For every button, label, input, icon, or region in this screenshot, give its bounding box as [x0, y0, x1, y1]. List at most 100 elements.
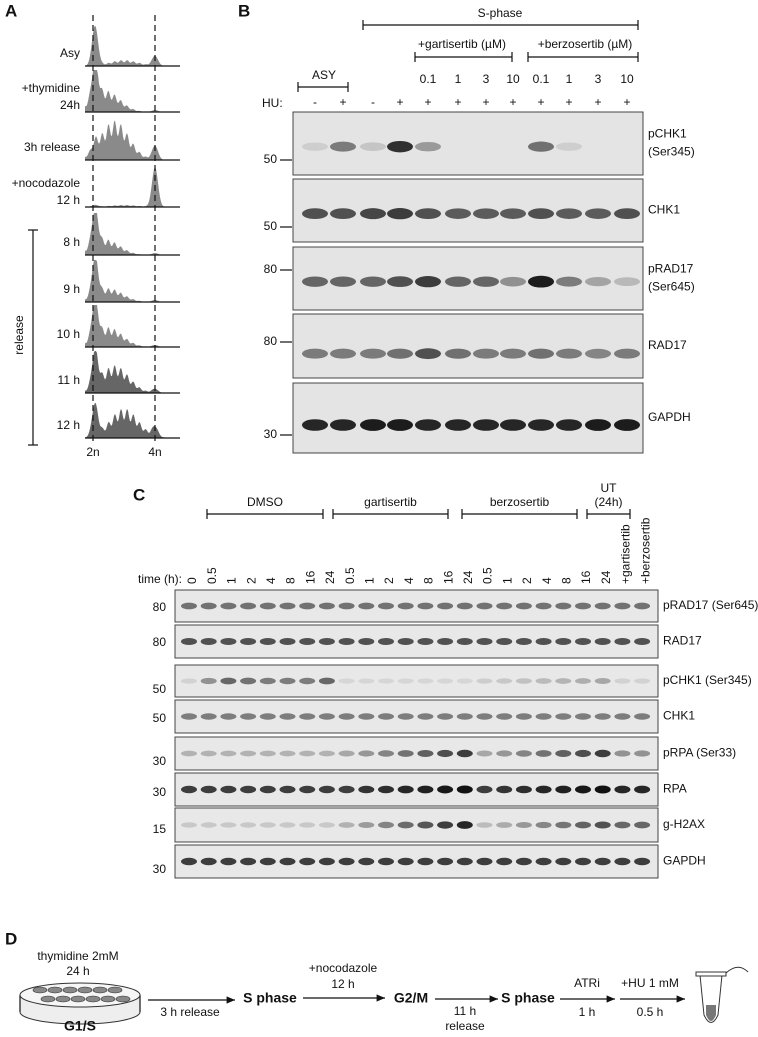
band — [456, 602, 473, 610]
band — [614, 637, 631, 646]
lane-label: 4 — [402, 577, 416, 584]
band — [445, 348, 471, 359]
hu-sign: + — [565, 95, 572, 109]
band — [535, 750, 552, 757]
band — [259, 602, 276, 610]
protein-label: (Ser645) — [648, 280, 695, 294]
band — [496, 785, 513, 794]
band — [417, 857, 434, 866]
dose-label: 1 — [566, 72, 573, 86]
mw-label: 50 — [264, 152, 278, 166]
dose-label: 10 — [506, 72, 520, 86]
band — [200, 602, 217, 610]
mw-label: 80 — [153, 635, 167, 649]
mw-label: 50 — [153, 711, 167, 725]
stage-label: G1/S — [64, 1018, 96, 1034]
band — [318, 677, 335, 685]
panel-label: C — [133, 485, 145, 504]
band — [200, 857, 217, 866]
band — [259, 750, 276, 757]
lane-label: 16 — [303, 570, 317, 584]
histogram — [85, 351, 180, 393]
step-label: release — [445, 1019, 485, 1033]
band — [220, 677, 237, 685]
step-label: 12 h — [331, 977, 354, 991]
band — [476, 678, 493, 684]
lane-label: 4 — [264, 577, 278, 584]
band — [575, 857, 591, 866]
band — [415, 276, 441, 288]
band — [476, 602, 493, 610]
band — [634, 678, 651, 684]
band — [397, 821, 414, 829]
band — [594, 637, 611, 646]
band — [555, 785, 572, 794]
band — [220, 822, 237, 828]
band — [330, 419, 356, 431]
band — [378, 785, 394, 794]
band — [299, 602, 316, 610]
lane-label: 0.5 — [343, 567, 357, 584]
band — [528, 141, 554, 152]
band — [515, 821, 532, 829]
row-label: 12 h — [57, 193, 80, 207]
band — [614, 750, 631, 757]
lane-label: 8 — [284, 577, 298, 584]
band — [515, 785, 532, 794]
band — [575, 821, 591, 829]
band — [528, 348, 554, 359]
band — [500, 276, 526, 287]
band — [181, 713, 197, 720]
band — [496, 637, 513, 646]
band — [220, 750, 237, 757]
band — [445, 419, 471, 431]
cell — [115, 995, 131, 1003]
band — [594, 821, 611, 829]
lane-label: 24 — [461, 570, 475, 584]
band — [279, 750, 296, 757]
step-label: 1 h — [579, 1005, 596, 1019]
band — [575, 785, 591, 794]
lane-label: 2 — [382, 577, 396, 584]
lane-label: 4 — [540, 577, 554, 584]
protein-label: (Ser345) — [648, 145, 695, 159]
group-label: gartisertib — [364, 495, 417, 509]
hu-sign: + — [396, 95, 403, 109]
band — [594, 713, 611, 720]
band — [415, 419, 441, 431]
band — [299, 750, 316, 757]
step-label: +nocodazole — [309, 961, 378, 975]
mw-label: 30 — [264, 427, 278, 441]
lane-label: 0.5 — [481, 567, 495, 584]
band — [585, 419, 611, 431]
band — [496, 602, 513, 610]
lane-label: 2 — [520, 577, 534, 584]
band — [397, 637, 414, 646]
band — [500, 419, 526, 431]
band — [535, 678, 552, 684]
band — [200, 637, 217, 646]
group-label: +berzosertib (µM) — [538, 37, 633, 51]
band — [614, 785, 631, 794]
mw-label: 80 — [264, 262, 278, 276]
band — [397, 678, 414, 684]
band — [279, 677, 296, 685]
band — [614, 208, 640, 220]
band — [358, 637, 375, 646]
band — [515, 637, 532, 646]
band — [575, 637, 591, 646]
cell — [100, 995, 116, 1003]
band — [500, 208, 526, 219]
band — [181, 678, 197, 684]
band — [456, 821, 473, 829]
band — [259, 822, 276, 828]
band — [476, 750, 493, 757]
band — [220, 602, 237, 610]
band — [299, 857, 316, 866]
band — [614, 348, 640, 359]
protein-label: RAD17 — [663, 634, 702, 648]
step-label: 11 h — [454, 1004, 476, 1018]
band — [515, 678, 532, 684]
hu-label: HU: — [262, 96, 283, 110]
